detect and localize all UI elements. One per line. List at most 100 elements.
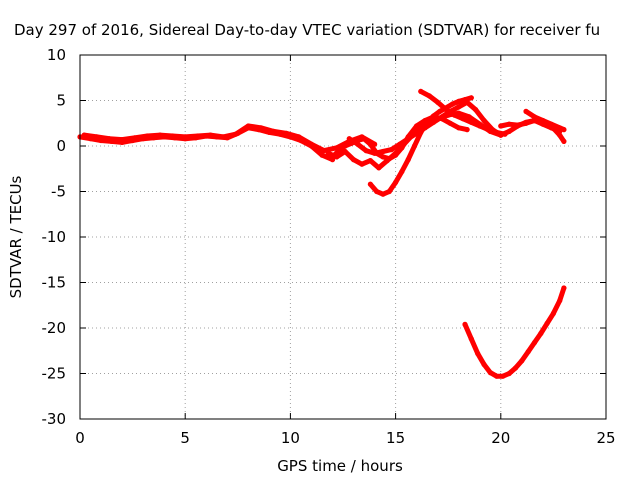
data-point [207,132,213,138]
data-point [462,321,468,327]
y-tick-label: -5 [51,183,66,201]
chart-title: Day 297 of 2016, Sidereal Day-to-day VTE… [14,21,600,39]
data-point [308,141,314,147]
data-point [462,97,468,103]
data-point [544,320,550,326]
data-point [325,150,331,156]
data-point [157,132,163,138]
data-point [557,125,563,131]
data-point [519,358,525,364]
data-point [384,158,390,164]
data-point [468,119,474,125]
data-point [451,112,458,118]
y-tick-label: 0 [56,137,66,155]
data-point [500,373,506,379]
y-tick-label: -20 [42,319,67,337]
data-point [481,117,487,124]
data-point [525,349,531,355]
data-point [477,123,483,129]
data-point [460,116,466,122]
x-tick-label: 10 [281,429,300,447]
data-point [350,157,357,163]
data-point [132,135,138,141]
data-point [271,128,277,134]
data-point [531,340,538,346]
data-point [374,188,380,195]
data-point [443,107,449,113]
data-point [424,119,430,125]
x-tick-label: 0 [75,429,85,447]
data-point [334,154,340,160]
data-point [367,181,373,187]
data-point [506,128,512,134]
data-point [475,350,481,357]
y-tick-label: 10 [47,46,66,64]
data-point [437,108,443,114]
data-point [245,123,251,129]
data-point [363,148,369,154]
data-point [464,127,470,133]
data-point [494,129,500,135]
x-tick-label: 5 [180,429,190,447]
data-point [506,370,512,377]
data-point [557,298,563,304]
data-point [355,141,361,147]
data-point [548,121,554,127]
data-point [449,101,455,107]
data-point [512,365,519,371]
data-point [557,132,563,138]
data-point [376,165,382,171]
data-point [506,121,512,127]
data-point [468,336,474,342]
data-point [372,150,378,156]
data-point [435,99,441,105]
x-tick-label: 20 [491,429,510,447]
data-point [367,141,373,147]
data-point [380,154,386,160]
data-point [393,179,399,185]
data-point [380,148,386,155]
y-axis-label: SDTVAR / TECUs [7,175,25,298]
y-tick-labels: -30 -25 -20 -15 -10 -5 0 5 10 [42,46,67,428]
x-tick-label: 25 [596,429,615,447]
data-point [386,188,392,195]
data-point [399,168,405,175]
data-point [523,120,529,126]
y-tick-label: 5 [56,92,66,110]
data-point [346,136,352,142]
data-point [182,134,188,140]
data-point [119,137,125,143]
data-point [220,134,226,140]
data-point [319,152,325,158]
data-point [296,134,302,140]
data-point [456,98,462,104]
grid [80,55,606,419]
data-point [531,114,538,120]
data-point [498,123,504,129]
data-point [342,143,348,149]
data-point [258,125,264,131]
data-point [430,119,437,125]
data-point [405,136,411,142]
tick-marks [79,54,607,420]
data-point [481,361,487,367]
data-point [447,120,453,126]
data-point [426,93,432,99]
data-point [283,130,289,136]
data-point [342,148,348,155]
data-point [195,133,201,139]
data-point [494,373,500,379]
data-point [418,88,424,94]
data-point [473,107,479,113]
data-point [515,122,521,128]
data-point [144,133,150,139]
data-point [540,117,546,124]
data-point [393,150,399,156]
series-layer [77,88,567,379]
data-point [468,95,474,101]
data-point [456,104,462,110]
data-point [538,330,544,337]
y-tick-label: -25 [42,365,67,383]
